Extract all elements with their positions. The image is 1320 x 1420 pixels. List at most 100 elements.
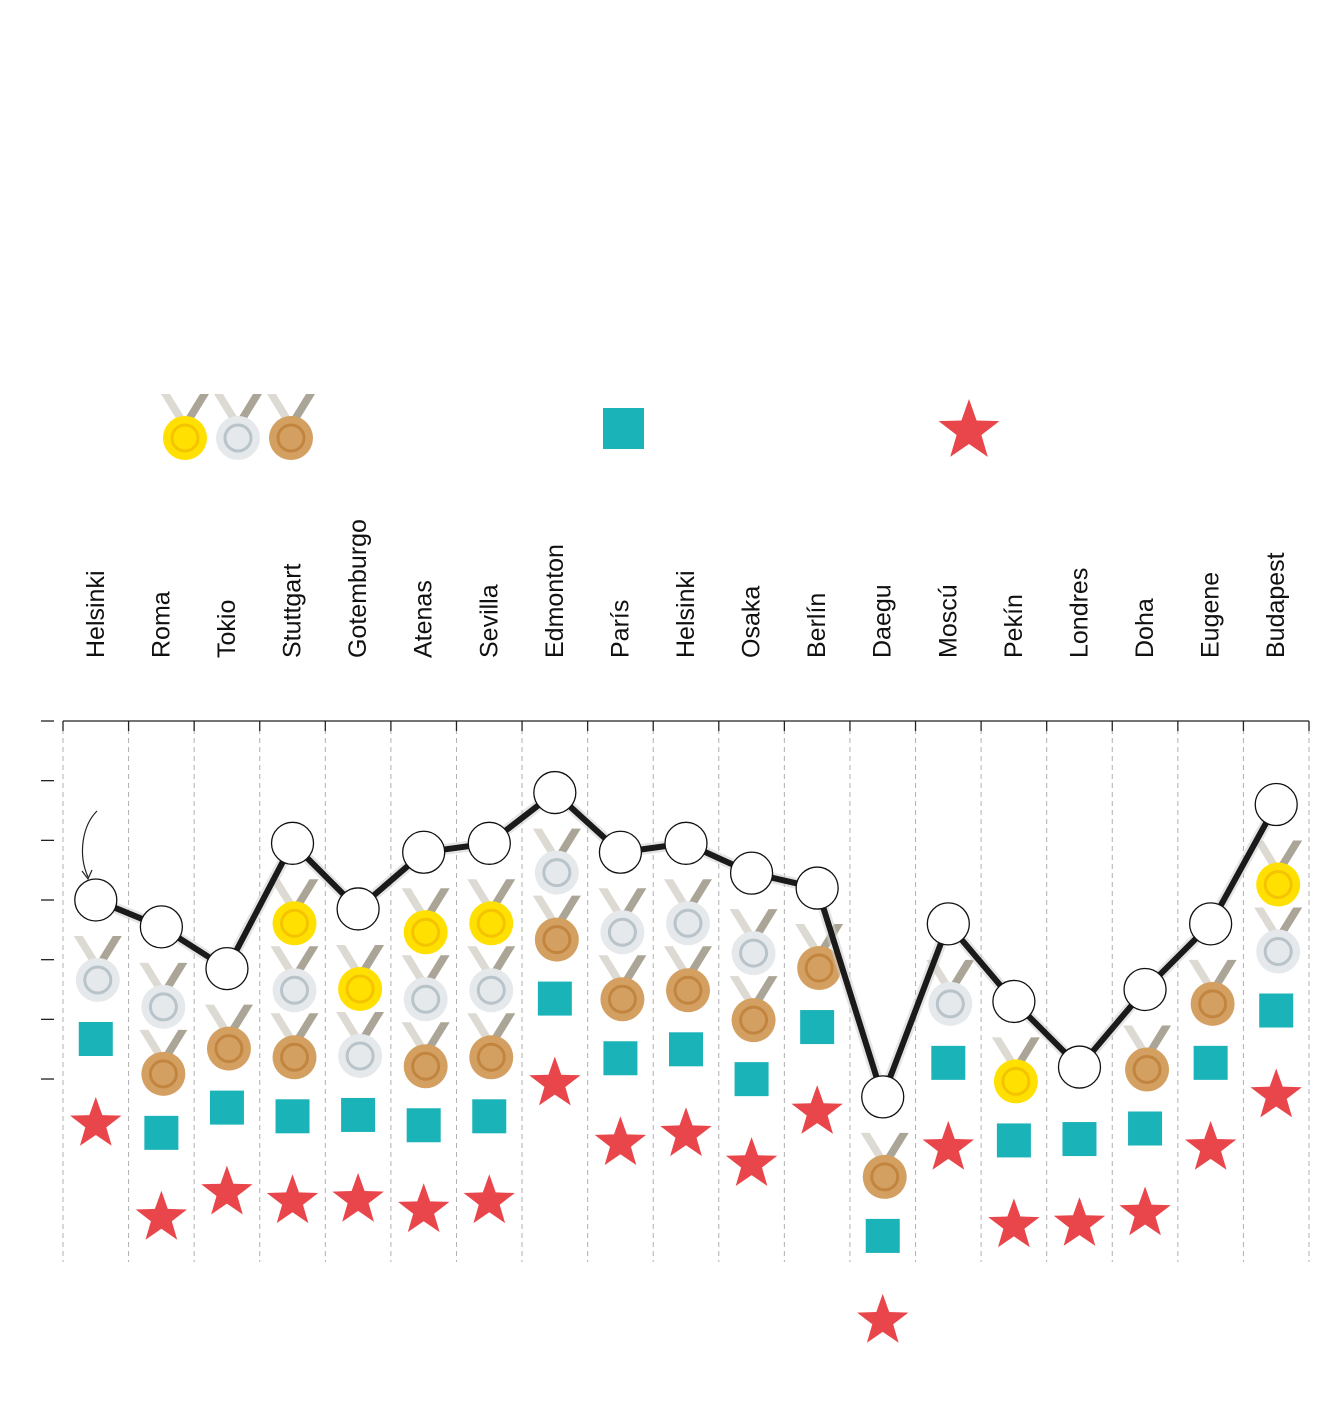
ribbon-right (424, 888, 450, 915)
icon-stack (922, 959, 975, 1170)
red-star-icon (725, 1137, 778, 1186)
medal-disc (338, 1033, 383, 1078)
ribbon-right (227, 1004, 253, 1031)
medal-disc (272, 901, 317, 946)
medal-ring (280, 1042, 310, 1072)
ribbon-right (293, 946, 319, 973)
gold-medal-icon (336, 944, 385, 1011)
city-label: Budapest (1262, 552, 1290, 658)
teal-square-icon (275, 1099, 310, 1134)
icon-stack (135, 962, 188, 1240)
teal-square-icon (144, 1115, 179, 1150)
silver-medal-icon (214, 394, 262, 460)
medal-disc (600, 910, 645, 955)
ribbon-right (293, 879, 319, 906)
medal-ring (1263, 937, 1293, 967)
ribbon-left (729, 909, 755, 936)
ribbon-right (555, 895, 581, 922)
teal-square-icon (996, 1123, 1031, 1158)
red-star-icon (594, 1116, 647, 1166)
medal-disc (403, 910, 448, 955)
silver-medal-icon (598, 888, 647, 955)
teal-square-icon (603, 1041, 638, 1076)
data-point-marker (533, 770, 577, 815)
ribbon-left (795, 924, 821, 951)
red-star-icon (201, 1165, 253, 1215)
gold-medal-icon (161, 394, 209, 460)
medal-disc (666, 901, 710, 946)
medal-ring (148, 1059, 178, 1089)
city-label: Tokio (213, 600, 241, 658)
city-label: Helsinki (672, 570, 700, 658)
ribbon-right (752, 909, 778, 936)
medal-disc (469, 968, 514, 1013)
red-star-icon (135, 1190, 187, 1240)
bronze-medal-icon (1188, 959, 1237, 1026)
silver-medal-icon (401, 955, 450, 1022)
red-star-icon (1250, 1068, 1302, 1118)
medal-ring (804, 953, 834, 983)
teal-square-icon (78, 1021, 113, 1056)
ribbon-right (184, 394, 209, 420)
bronze-medal-icon (267, 394, 315, 460)
ribbon-right (293, 1013, 319, 1040)
ribbon-left (467, 946, 493, 973)
bronze-medal-icon (270, 1013, 319, 1080)
medal-disc (993, 1059, 1038, 1104)
medal-disc (272, 968, 317, 1013)
ribbon-left (214, 394, 239, 420)
gold-medal-icon (991, 1037, 1040, 1104)
annotation-arrow (81, 810, 98, 881)
icon-stack (266, 879, 319, 1224)
ribbon-right (1277, 907, 1303, 934)
ribbon-right (687, 946, 712, 973)
ribbon-right (1277, 840, 1303, 867)
medal-ring (1198, 989, 1228, 1019)
medal-disc (338, 966, 383, 1011)
ribbon-left (532, 895, 558, 922)
data-point-marker (336, 887, 380, 931)
ribbon-right (359, 1011, 385, 1038)
ribbon-left (270, 946, 296, 973)
annotation-arrow-curve (81, 810, 98, 878)
medal-disc (469, 901, 514, 946)
ribbon-left (336, 944, 362, 971)
medal-disc (1256, 929, 1301, 974)
data-point-marker (795, 866, 839, 910)
medal-disc (216, 416, 260, 460)
city-label: Eugene (1197, 572, 1225, 658)
silver-medal-icon (270, 946, 319, 1013)
medal-ring (739, 1005, 769, 1035)
medal-ring (607, 984, 637, 1014)
ribbon-left (270, 879, 296, 906)
red-star-icon (922, 1120, 974, 1170)
medal-disc (731, 931, 776, 976)
ribbon-right (490, 1013, 516, 1040)
icon-stack (1185, 959, 1237, 1170)
teal-square-icon (537, 981, 572, 1016)
ribbon-left (401, 955, 427, 982)
ribbon-left (467, 1013, 493, 1040)
ribbon-right (883, 1132, 909, 1159)
city-label: Roma (147, 591, 175, 658)
medal-disc (403, 1044, 448, 1089)
teal-square-icon (472, 1099, 507, 1134)
medal-ring (411, 917, 441, 947)
city-label: Moscú (934, 584, 962, 658)
ribbon-right (424, 1022, 450, 1049)
ribbon-left (598, 888, 624, 915)
ribbon-left (336, 1011, 362, 1038)
medal-ring (411, 1051, 441, 1081)
medal-ring (935, 989, 965, 1019)
red-star-icon (266, 1174, 319, 1224)
red-star-icon (1185, 1120, 1237, 1170)
bronze-medal-icon (664, 946, 712, 1013)
legend (161, 394, 1000, 460)
teal-square-icon (209, 1090, 244, 1125)
ribbon-right (490, 879, 516, 906)
teal-square-icon (1062, 1122, 1097, 1157)
data-point-marker (664, 821, 708, 865)
gold-medal-icon (401, 888, 450, 955)
bronze-medal-icon (467, 1013, 516, 1080)
ribbon-right (1014, 1037, 1040, 1064)
